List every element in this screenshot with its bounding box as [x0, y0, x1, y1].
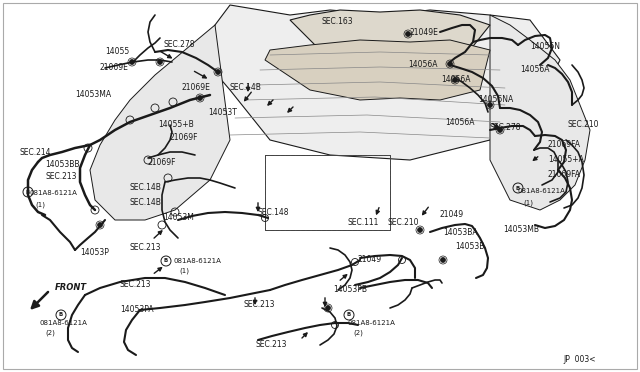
- Text: SEC.213: SEC.213: [120, 280, 152, 289]
- Circle shape: [326, 305, 330, 311]
- Text: 14055: 14055: [105, 47, 129, 56]
- Text: SEC.213: SEC.213: [243, 300, 275, 309]
- Text: SEC.213: SEC.213: [130, 243, 161, 252]
- Text: 21069FA: 21069FA: [548, 170, 581, 179]
- Text: (1): (1): [179, 268, 189, 275]
- Text: 14053M: 14053M: [163, 213, 194, 222]
- Text: 21069FA: 21069FA: [548, 140, 581, 149]
- Text: B: B: [164, 259, 168, 263]
- Text: 14053MA: 14053MA: [75, 90, 111, 99]
- Text: SEC.148: SEC.148: [258, 208, 289, 217]
- Text: 081A8-6121A: 081A8-6121A: [174, 258, 222, 264]
- Text: JP  003<: JP 003<: [563, 355, 595, 364]
- Polygon shape: [290, 10, 490, 55]
- Circle shape: [216, 70, 221, 74]
- Circle shape: [129, 60, 134, 64]
- Circle shape: [452, 77, 458, 83]
- Text: 14055+A: 14055+A: [548, 155, 584, 164]
- Polygon shape: [265, 40, 490, 100]
- Circle shape: [497, 128, 502, 132]
- Text: 14053B: 14053B: [455, 242, 484, 251]
- Text: 14053PA: 14053PA: [120, 305, 154, 314]
- Circle shape: [488, 103, 493, 108]
- Text: B: B: [59, 312, 63, 317]
- Text: FRONT: FRONT: [55, 283, 87, 292]
- Text: SEC.278: SEC.278: [490, 123, 522, 132]
- Text: 081A8-6121A: 081A8-6121A: [518, 188, 566, 194]
- Text: 14056A: 14056A: [408, 60, 438, 69]
- Text: 081A8-6121A: 081A8-6121A: [348, 320, 396, 326]
- Text: SEC.14B: SEC.14B: [130, 183, 162, 192]
- Text: SEC.14B: SEC.14B: [130, 198, 162, 207]
- Text: SEC.278: SEC.278: [163, 40, 195, 49]
- Text: 21049E: 21049E: [410, 28, 439, 37]
- Text: (1): (1): [35, 201, 45, 208]
- Text: 14053P: 14053P: [80, 248, 109, 257]
- Text: SEC.210: SEC.210: [388, 218, 419, 227]
- Text: (1): (1): [523, 199, 533, 205]
- Text: B: B: [26, 189, 30, 195]
- Text: 21069E: 21069E: [100, 63, 129, 72]
- Text: 21069F: 21069F: [170, 133, 198, 142]
- Text: SEC.213: SEC.213: [255, 340, 287, 349]
- Text: SEC.111: SEC.111: [348, 218, 380, 227]
- Text: 14056NA: 14056NA: [478, 95, 513, 104]
- Circle shape: [198, 96, 202, 100]
- Circle shape: [406, 32, 410, 36]
- Text: SEC.213: SEC.213: [45, 172, 77, 181]
- Text: 21069F: 21069F: [148, 158, 177, 167]
- Polygon shape: [200, 5, 560, 160]
- Text: 14055+B: 14055+B: [158, 120, 194, 129]
- Circle shape: [440, 257, 445, 263]
- Text: 14053MB: 14053MB: [503, 225, 539, 234]
- Text: SEC.214: SEC.214: [20, 148, 51, 157]
- Text: B: B: [516, 186, 520, 190]
- Circle shape: [157, 60, 163, 64]
- Text: SEC.163: SEC.163: [322, 17, 354, 26]
- Text: 14056N: 14056N: [530, 42, 560, 51]
- Text: 081A8-6121A: 081A8-6121A: [30, 190, 78, 196]
- Text: 081A8-6121A: 081A8-6121A: [40, 320, 88, 326]
- Text: 14053PB: 14053PB: [333, 285, 367, 294]
- Circle shape: [97, 222, 102, 228]
- Text: B: B: [347, 312, 351, 317]
- Text: 14056A: 14056A: [520, 65, 550, 74]
- Polygon shape: [90, 25, 230, 220]
- Text: 14056A: 14056A: [445, 118, 474, 127]
- Text: SEC.210: SEC.210: [568, 120, 600, 129]
- Circle shape: [447, 61, 452, 67]
- Text: 14053T: 14053T: [208, 108, 237, 117]
- Text: (2): (2): [45, 330, 55, 337]
- Polygon shape: [490, 15, 590, 210]
- Text: 21069E: 21069E: [182, 83, 211, 92]
- Text: 21049: 21049: [440, 210, 464, 219]
- Text: 21049: 21049: [358, 255, 382, 264]
- Text: SEC.14B: SEC.14B: [230, 83, 262, 92]
- Text: 14053BA: 14053BA: [443, 228, 477, 237]
- Circle shape: [417, 228, 422, 232]
- Text: 14053BB: 14053BB: [45, 160, 79, 169]
- Text: (2): (2): [353, 330, 363, 337]
- Text: 14056A: 14056A: [441, 75, 470, 84]
